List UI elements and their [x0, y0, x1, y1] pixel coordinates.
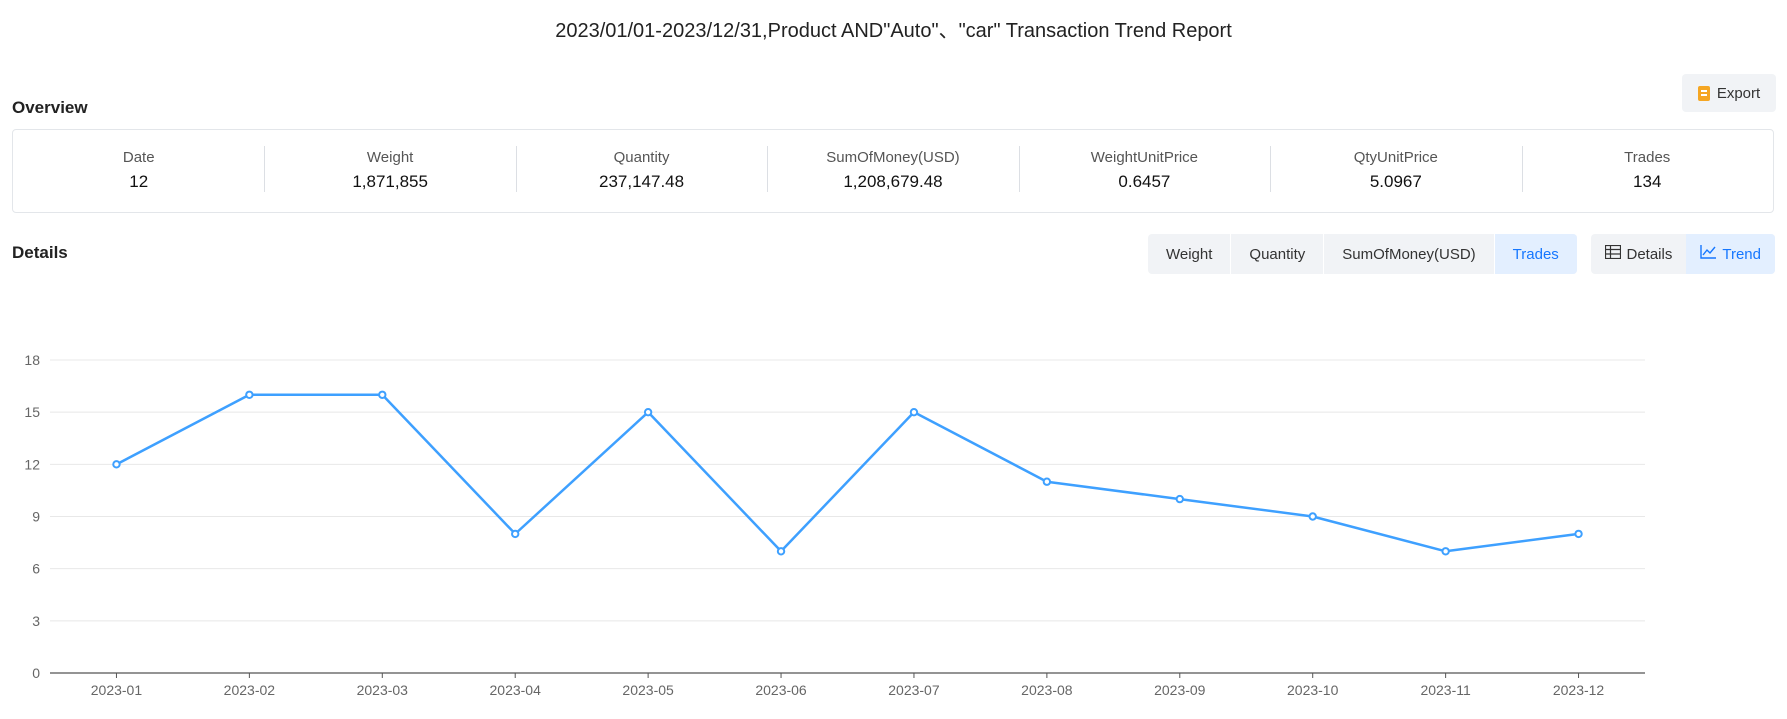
x-tick-label: 2023-11 [1420, 682, 1471, 698]
data-point [1574, 529, 1583, 539]
tab-details-view-label: Details [1626, 245, 1673, 263]
metric-tabs: Weight Quantity SumOfMoney(USD) Trades [1148, 234, 1577, 274]
y-tick-label: 3 [32, 613, 40, 629]
data-point [245, 390, 254, 399]
data-point [643, 407, 653, 417]
overview-item-weight: Weight 1,871,855 [264, 130, 515, 212]
data-point [1441, 547, 1450, 556]
overview-label: Date [122, 148, 155, 166]
points-layer [112, 390, 1583, 556]
overview-value: 12 [129, 171, 149, 191]
x-tick-label: 2023-03 [357, 682, 409, 698]
tab-trend-view-label: Trend [1722, 245, 1761, 263]
overview-label: Quantity [613, 148, 670, 166]
data-point [511, 529, 520, 539]
overview-title: Overview [12, 98, 88, 117]
data-point [776, 547, 786, 556]
tab-quantity[interactable]: Quantity [1231, 234, 1325, 274]
tab-trades[interactable]: Trades [1494, 234, 1577, 274]
data-point [1175, 494, 1184, 504]
tab-weight[interactable]: Weight [1148, 234, 1232, 274]
overview-label: QtyUnitPrice [1353, 148, 1438, 166]
data-point [1042, 477, 1052, 486]
x-tick-label: 2023-02 [224, 682, 276, 698]
x-tick-label: 2023-10 [1287, 682, 1339, 698]
report-title: 2023/01/01-2023/12/31,Product AND"Auto"、… [555, 20, 1232, 42]
x-tick-label: 2023-09 [1154, 682, 1206, 698]
line-chart-icon [1700, 245, 1717, 263]
overview-label: Trades [1624, 148, 1671, 166]
y-tick-label: 18 [24, 352, 40, 368]
data-point [378, 390, 387, 399]
x-tick-label: 2023-12 [1553, 682, 1605, 698]
series-line-trades [115, 393, 1579, 553]
overview-label: WeightUnitPrice [1090, 148, 1199, 166]
overview-item-qty-unit-price: QtyUnitPrice 5.0967 [1270, 130, 1521, 212]
x-tick-label: 2023-06 [755, 682, 807, 698]
overview-value: 237,147.48 [599, 171, 685, 191]
overview-summary: Date 12 Weight 1,871,855 Quantity 237,14… [12, 129, 1774, 213]
overview-label: Weight [366, 148, 414, 166]
overview-item-quantity: Quantity 237,147.48 [515, 130, 767, 212]
export-label: Export [1716, 84, 1761, 102]
view-tabs: Details Trend [1590, 234, 1775, 274]
tab-details-view[interactable]: Details [1591, 234, 1687, 274]
x-axis: 2023-01 2023-02 2023-03 2023-04 2023-05 2023-… [50, 672, 1645, 698]
export-button[interactable]: Export [1682, 74, 1776, 112]
y-tick-label: 6 [32, 561, 40, 577]
export-icon [1697, 85, 1710, 101]
x-tick-label: 2023-08 [1021, 682, 1073, 698]
overview-value: 1,871,855 [352, 171, 428, 191]
y-axis: 0 3 6 9 12 15 18 [24, 352, 40, 681]
overview-item-date: Date 12 [13, 130, 264, 212]
tab-trend-view[interactable]: Trend [1686, 234, 1775, 274]
x-tick-label: 2023-05 [622, 682, 674, 698]
data-point [1308, 512, 1317, 521]
overview-item-trades: Trades 134 [1521, 130, 1773, 212]
overview-value: 134 [1633, 171, 1662, 191]
overview-value: 5.0967 [1369, 171, 1422, 191]
y-tick-label: 15 [24, 404, 40, 420]
y-tick-label: 12 [24, 456, 40, 472]
y-tick-label: 9 [32, 509, 40, 525]
data-point [909, 407, 919, 417]
x-tick-label: 2023-01 [91, 682, 143, 698]
overview-label: SumOfMoney(USD) [826, 148, 960, 166]
y-tick-label: 0 [32, 665, 40, 681]
overview-value: 1,208,679.48 [843, 171, 943, 191]
grid-layer [50, 359, 1645, 622]
overview-item-weight-unit-price: WeightUnitPrice 0.6457 [1018, 130, 1270, 212]
trend-chart: 0 3 6 9 12 15 18 2023-01 2023-02 2023-03 2023-04 2… [0, 340, 1787, 714]
table-icon [1604, 244, 1621, 263]
overview-value: 0.6457 [1118, 171, 1171, 191]
details-title: Details [12, 243, 68, 262]
overview-item-sum-of-money: SumOfMoney(USD) 1,208,679.48 [767, 130, 1018, 212]
x-tick-label: 2023-04 [490, 682, 542, 698]
series-layer [115, 393, 1579, 553]
data-point [112, 460, 121, 469]
tab-sum-of-money[interactable]: SumOfMoney(USD) [1324, 234, 1495, 274]
x-tick-label: 2023-07 [888, 682, 940, 698]
